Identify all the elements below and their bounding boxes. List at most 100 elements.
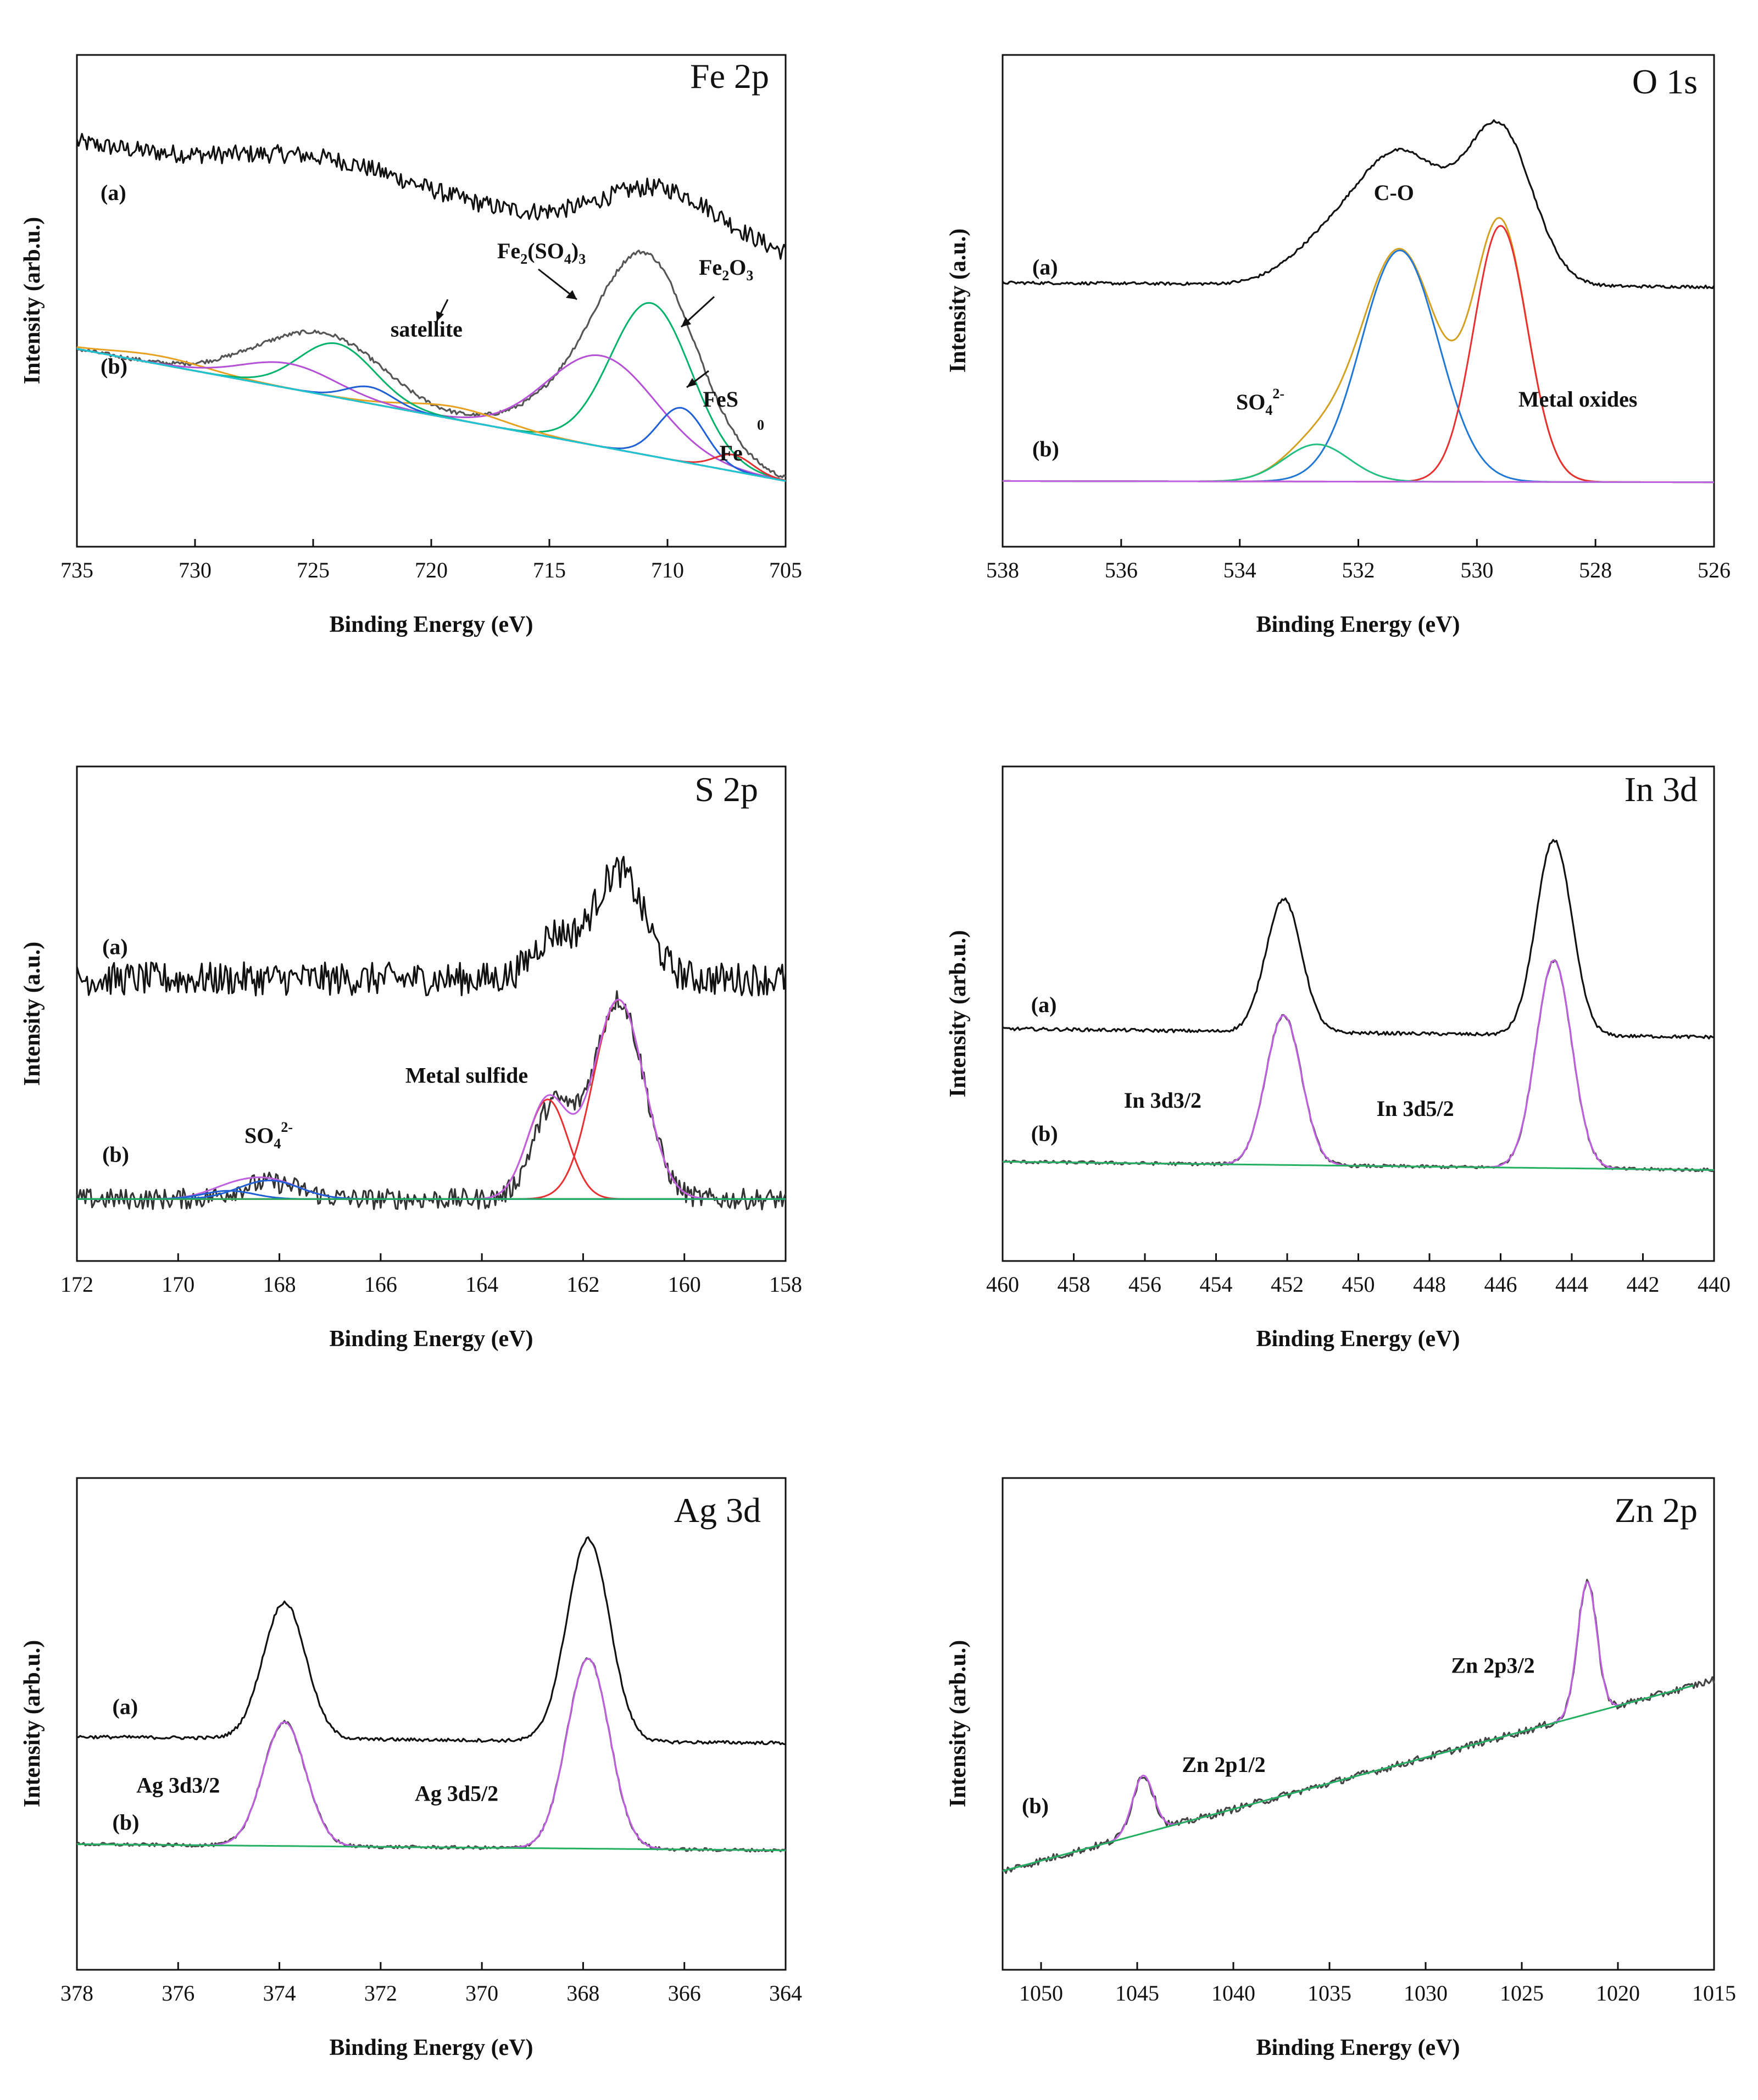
- panel-title: In 3d: [1625, 770, 1698, 809]
- trace-a: [76, 132, 787, 260]
- x-tick-label: 166: [364, 1272, 397, 1297]
- traces: [1002, 1579, 1715, 1874]
- x-ticks: 460 458 456 454 452 450 448 446 444 442 440: [986, 1253, 1731, 1297]
- plot-frame: [1002, 765, 1715, 1262]
- x-tick-label: 454: [1200, 1272, 1233, 1297]
- x-tick-label: 1020: [1596, 1981, 1640, 2005]
- arrow-head: [566, 290, 577, 299]
- traces: [76, 132, 787, 482]
- annotation-fe: Fe: [720, 441, 743, 465]
- trace-b: [76, 1657, 786, 1853]
- x-tick-label: 532: [1342, 558, 1375, 582]
- x-axis-label: Binding Energy (eV): [1256, 2035, 1460, 2060]
- x-tick-label: 446: [1484, 1272, 1517, 1297]
- annotation-fes-arrow: [686, 370, 709, 388]
- annotation-fe2so43: Fe2(SO4)3: [497, 238, 586, 301]
- trace-b: [76, 249, 786, 479]
- x-tick-label: 725: [297, 558, 330, 582]
- x-tick-label: 715: [533, 558, 566, 582]
- x-ticks: 172 170 168 166 164 162 160 158: [60, 1253, 802, 1297]
- annotation-c-o: C-O: [1374, 180, 1414, 205]
- x-tick-label: 450: [1342, 1272, 1375, 1297]
- plot-frame: [1002, 1477, 1715, 1971]
- annotation-in-3d3-2: In 3d3/2: [1124, 1088, 1201, 1113]
- annotation-a: (a): [102, 934, 128, 959]
- x-tick-label: 172: [60, 1272, 93, 1297]
- annotation-b: (b): [101, 354, 127, 379]
- x-tick-label: 442: [1627, 1272, 1660, 1297]
- label-fe2o3: Fe2O3: [699, 255, 753, 284]
- trace-in-3d-fit: [1003, 959, 1714, 1171]
- plot-frame: [76, 1477, 787, 1971]
- y-axis-label: Intensity (arb.u.): [945, 1640, 971, 1808]
- annotation-fe2o3: Fe2O3: [680, 255, 753, 328]
- x-tick-label: 456: [1128, 1272, 1161, 1297]
- label-so4: SO42-: [244, 1119, 293, 1152]
- x-tick-label: 162: [566, 1272, 599, 1297]
- x-tick-label: 538: [986, 558, 1019, 582]
- x-tick-label: 1040: [1211, 1981, 1255, 2005]
- annotation-b: (b): [1022, 1793, 1049, 1818]
- annotation-a: (a): [113, 1695, 138, 1719]
- trace-zn-2p-fit: [1002, 1581, 1694, 1872]
- plot-frame: [76, 54, 787, 548]
- annotation-zn-2p1-2: Zn 2p1/2: [1182, 1752, 1265, 1777]
- annotation-fes: FeS: [703, 387, 738, 412]
- panel-s-2p: 172 170 168 166 164 162 160 158 (a) (b) Metal sul…: [20, 765, 802, 1352]
- x-tick-label: 370: [465, 1981, 498, 2005]
- x-tick-label: 735: [60, 558, 93, 582]
- trace-a: [1002, 838, 1715, 1040]
- fe0-superscript: 0: [757, 417, 764, 433]
- trace-ag-3d-fit: [77, 1658, 786, 1852]
- x-tick-label: 170: [162, 1272, 194, 1297]
- x-axis-label: Binding Energy (eV): [329, 2035, 533, 2060]
- trace-b: [76, 990, 787, 1210]
- x-tick-label: 368: [566, 1981, 599, 2005]
- y-axis-label: Intensity (a.u.): [20, 942, 45, 1086]
- panel-title: Zn 2p: [1615, 1491, 1698, 1530]
- label-fe2so43: Fe2(SO4)3: [497, 238, 586, 267]
- annotation-in-3d5-2: In 3d5/2: [1377, 1096, 1454, 1121]
- annotation-ag-3d3-2: Ag 3d3/2: [136, 1773, 220, 1797]
- x-tick-label: 376: [162, 1981, 194, 2005]
- x-ticks: 538 536 534 532 530 528 526: [986, 539, 1731, 582]
- x-tick-label: 1015: [1692, 1981, 1736, 2005]
- annotation-ag-3d5-2: Ag 3d5/2: [415, 1781, 498, 1805]
- x-tick-label: 1030: [1404, 1981, 1448, 2005]
- label-so4: SO42-: [1236, 386, 1284, 418]
- x-tick-label: 448: [1413, 1272, 1446, 1297]
- y-axis-label: Intensity (arb.u.): [945, 930, 971, 1098]
- x-ticks: 378 376 374 372 370 368 366 364: [60, 1962, 802, 2005]
- x-tick-label: 1050: [1019, 1981, 1063, 2005]
- labels: (a) (b) Ag 3d3/2 Ag 3d5/2: [113, 1695, 499, 1835]
- x-tick-label: 536: [1105, 558, 1138, 582]
- arrow-head: [436, 311, 444, 321]
- panel-title: O 1s: [1632, 62, 1698, 101]
- labels: (b) Zn 2p1/2 Zn 2p3/2: [1022, 1653, 1535, 1818]
- panel-fe-2p: 735 730 725 720 715 710 705 (a) (b) satellite FeS…: [20, 54, 802, 637]
- y-axis-label: Intensity (arb.u.): [20, 217, 45, 385]
- trace-baseline: [1002, 1685, 1694, 1872]
- labels: (a) (b) In 3d3/2 In 3d5/2: [1031, 992, 1454, 1146]
- traces: [1002, 119, 1715, 484]
- annotation-b: (b): [102, 1142, 129, 1166]
- x-axis-label: Binding Energy (eV): [329, 1326, 533, 1352]
- x-tick-label: 374: [263, 1981, 296, 2005]
- annotation-b: (b): [1032, 436, 1059, 461]
- y-axis-label: Intensity (a.u.): [945, 229, 971, 373]
- x-tick-label: 164: [465, 1272, 498, 1297]
- labels: (a) (b) satellite FeS Fe: [101, 180, 743, 465]
- traces: [1002, 838, 1715, 1173]
- x-tick-label: 1025: [1500, 1981, 1544, 2005]
- trace-envelope: [77, 998, 786, 1200]
- x-ticks: 735 730 725 720 715 710 705: [60, 539, 802, 582]
- x-tick-label: 160: [668, 1272, 701, 1297]
- x-tick-label: 460: [986, 1272, 1019, 1297]
- y-axis-label: Intensity (arb.u.): [20, 1640, 45, 1808]
- x-tick-label: 364: [769, 1981, 802, 2005]
- annotation-zn-2p3-2: Zn 2p3/2: [1451, 1653, 1534, 1677]
- arrow-head: [687, 378, 697, 387]
- x-axis-label: Binding Energy (eV): [1256, 612, 1460, 637]
- x-tick-label: 526: [1698, 558, 1731, 582]
- x-tick-label: 452: [1271, 1272, 1304, 1297]
